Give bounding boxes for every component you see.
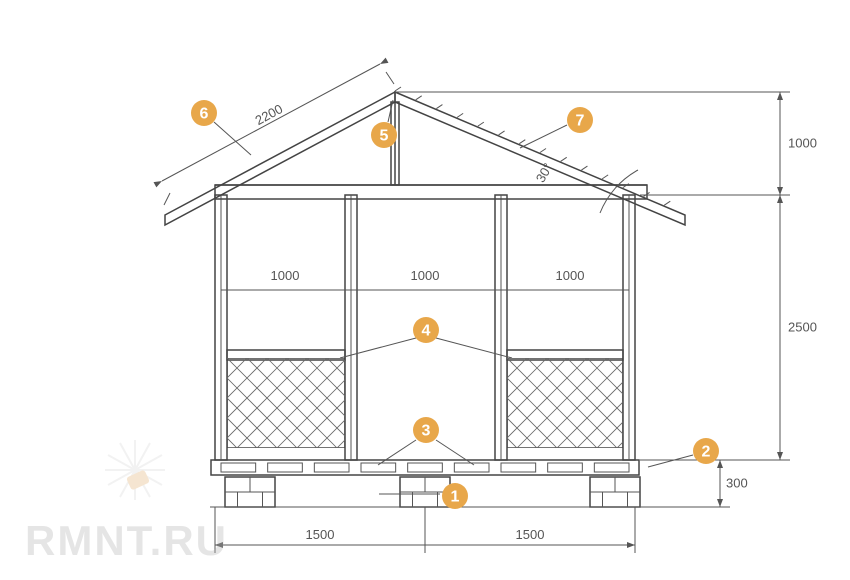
technical-diagram: 10001000100030°2200100025003001500150012… [0,0,850,580]
svg-text:4: 4 [422,323,431,340]
svg-text:3: 3 [422,423,431,440]
svg-text:1000: 1000 [411,268,440,283]
svg-text:1: 1 [451,489,460,506]
svg-text:1000: 1000 [556,268,585,283]
svg-text:1500: 1500 [306,527,335,542]
svg-text:6: 6 [200,106,209,123]
svg-text:2: 2 [702,444,711,461]
svg-text:300: 300 [726,476,748,491]
svg-text:1000: 1000 [271,268,300,283]
svg-text:7: 7 [576,113,585,130]
svg-text:5: 5 [380,128,389,145]
svg-text:1000: 1000 [788,136,817,151]
svg-text:30°: 30° [533,160,556,185]
svg-text:2500: 2500 [788,320,817,335]
svg-text:1500: 1500 [516,527,545,542]
